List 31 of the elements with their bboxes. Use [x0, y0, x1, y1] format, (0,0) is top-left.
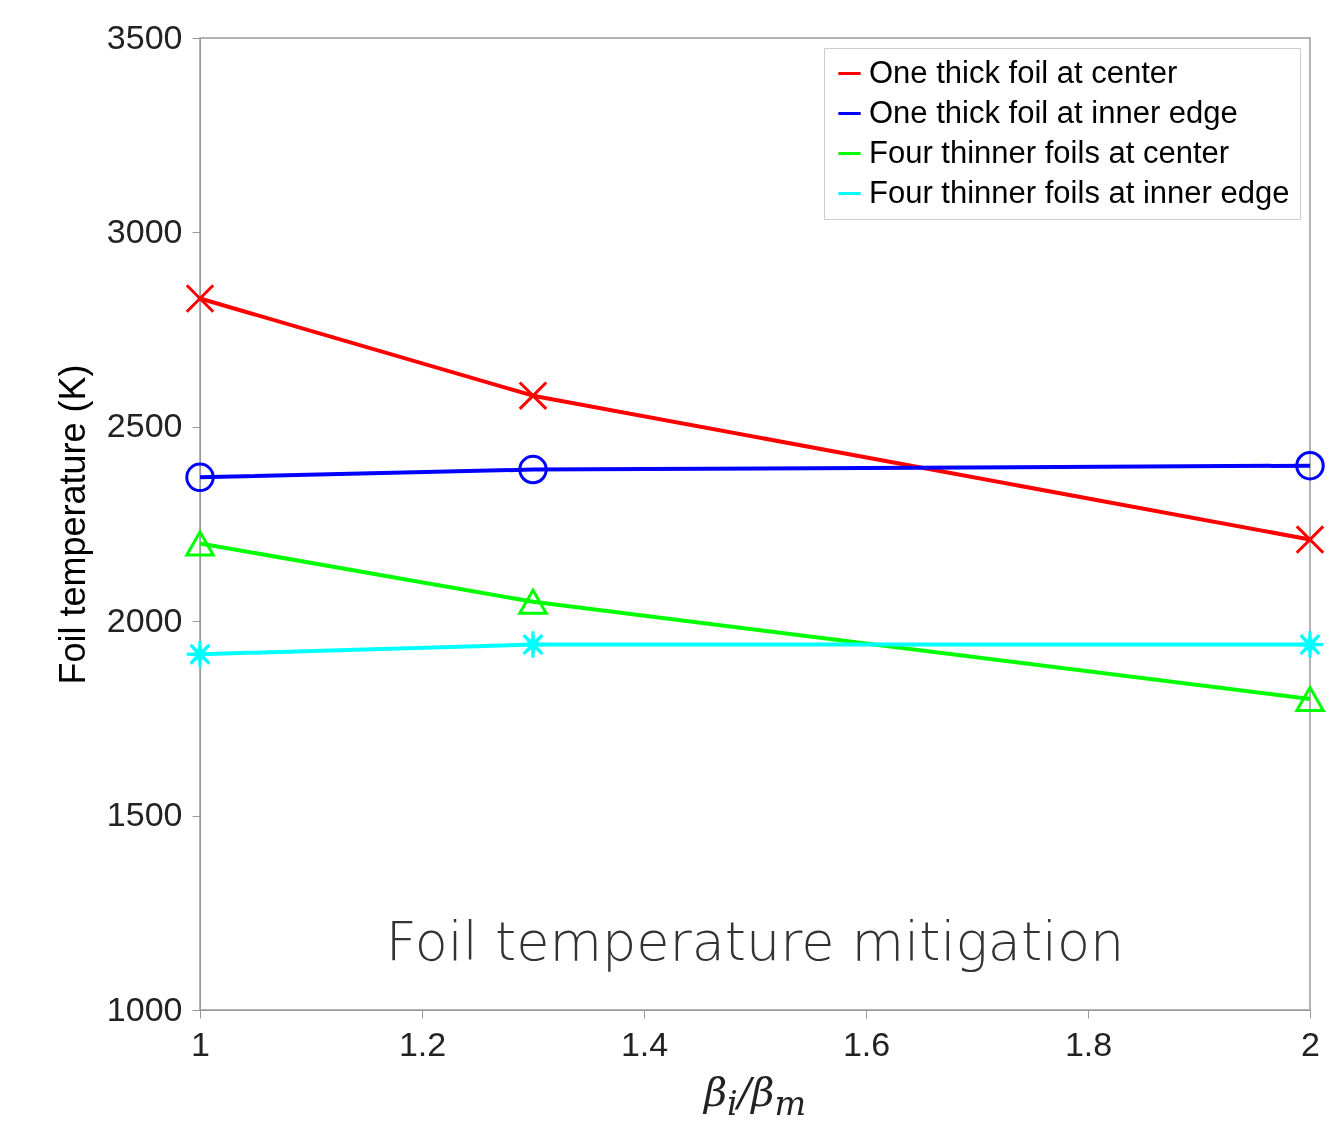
legend-label: One thick foil at inner edge: [869, 94, 1238, 130]
annotation: Foil temperature mitigation: [385, 910, 1125, 974]
x-tick-label: 1.2: [398, 1024, 447, 1063]
point: [518, 629, 548, 660]
x-tick-label: 1.4: [620, 1024, 669, 1063]
point: [518, 588, 548, 615]
x-tick-label: 1.6: [842, 1024, 891, 1063]
point: [518, 380, 548, 411]
point: [518, 454, 548, 485]
legend-label: Four thinner foils at center: [869, 134, 1230, 170]
y-tick-label: 2000: [106, 600, 183, 639]
point: [185, 530, 215, 557]
point: [1295, 450, 1325, 481]
legend-label: Four thinner foils at inner edge: [869, 174, 1290, 210]
point: [185, 462, 215, 493]
x-tick-label: 2: [1301, 1024, 1320, 1063]
y-tick-label: 3500: [106, 17, 183, 56]
point: [1295, 686, 1325, 712]
legend-label: One thick foil at center: [869, 54, 1178, 90]
y-tick-label: 3000: [106, 211, 183, 250]
point: [185, 639, 215, 669]
point: [1295, 524, 1325, 555]
x-tick-label: 1.8: [1064, 1024, 1113, 1063]
point: [1295, 629, 1325, 660]
x-tick-label: 1: [191, 1024, 210, 1063]
y-tick-label: 1000: [106, 989, 183, 1028]
y-axis-title: Foil temperature (K): [51, 364, 93, 685]
y-tick-label: 1500: [106, 795, 183, 834]
point: [185, 283, 215, 314]
x-axis-title: β$_{i}$/β$_{m}$: [702, 1069, 807, 1123]
y-tick-label: 2500: [106, 406, 183, 445]
